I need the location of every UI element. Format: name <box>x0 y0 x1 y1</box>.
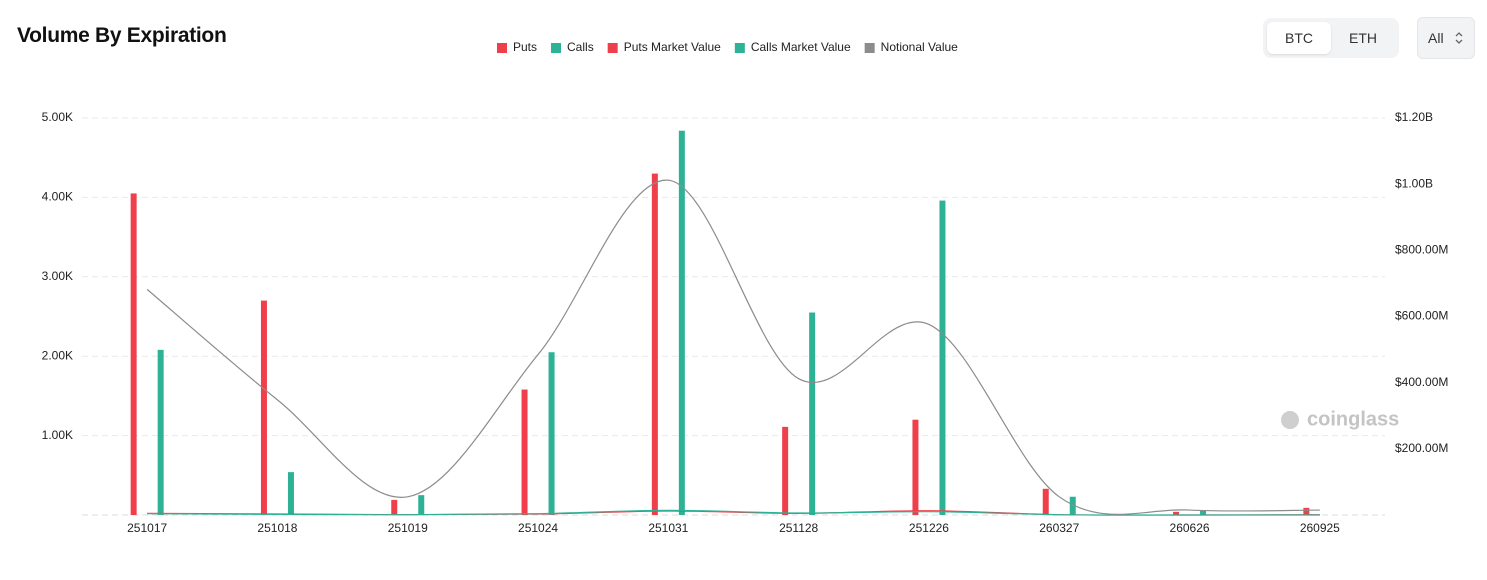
legend-swatch <box>551 43 562 53</box>
legend-label: Notional Value <box>881 40 958 54</box>
y2-tick-label: $200.00M <box>1395 441 1448 455</box>
bar <box>548 352 555 515</box>
bar <box>157 349 164 515</box>
watermark: coinglass <box>1307 408 1399 430</box>
legend-swatch <box>607 43 618 53</box>
y2-tick-label: $1.20B <box>1395 110 1433 124</box>
x-tick-label: 251019 <box>388 521 428 535</box>
bar <box>912 419 919 515</box>
legend-label: Calls Market Value <box>751 40 851 54</box>
line <box>146 179 1320 515</box>
legend-swatch <box>864 43 875 53</box>
toggle-option[interactable]: ETH <box>1349 30 1377 46</box>
y2-tick-label: $1.00B <box>1395 176 1433 190</box>
legend-swatch <box>734 43 745 53</box>
y2-tick-label: $400.00M <box>1395 375 1448 389</box>
bar <box>130 193 137 515</box>
y-tick-label: 2.00K <box>42 348 73 362</box>
bar <box>260 300 267 515</box>
y-tick-label: 5.00K <box>42 110 73 124</box>
bar <box>1042 488 1049 515</box>
bar <box>939 200 946 516</box>
x-tick-label: 251024 <box>518 521 558 535</box>
y-tick-label: 3.00K <box>42 269 73 283</box>
dropdown[interactable]: All <box>1417 17 1475 59</box>
x-tick-label: 251031 <box>648 521 688 535</box>
watermark-logo <box>1281 411 1299 429</box>
x-tick-label: 260626 <box>1170 521 1210 535</box>
x-tick-label: 251018 <box>257 521 297 535</box>
line <box>147 509 1320 516</box>
bar <box>782 426 789 515</box>
x-tick-label: 251226 <box>909 521 949 535</box>
bar <box>1173 511 1180 515</box>
chart: 1.00K 2.00K 3.00K 4.00K 5.00K $200.00M $400.00… <box>42 40 1449 535</box>
bar <box>391 499 398 515</box>
legend-label: Calls <box>567 40 594 54</box>
y-tick-label: 1.00K <box>42 428 73 442</box>
y-tick-label: 4.00K <box>42 190 73 204</box>
bar <box>678 130 685 515</box>
dropdown-icon <box>1455 32 1463 44</box>
bar <box>287 472 294 515</box>
x-tick-label: 260925 <box>1300 521 1340 535</box>
x-tick-label: 260327 <box>1039 521 1079 535</box>
bar <box>809 312 816 515</box>
bar <box>651 173 658 515</box>
x-tick-label: 251128 <box>779 521 818 535</box>
bar <box>521 389 528 515</box>
dropdown-label: All <box>1428 30 1444 46</box>
legend-swatch <box>497 43 507 53</box>
toggle-option[interactable]: BTC <box>1267 22 1331 54</box>
title: Volume By Expiration <box>17 24 227 47</box>
legend-label: Puts <box>513 40 537 54</box>
x-tick-label: 251017 <box>127 521 167 535</box>
bar <box>1069 496 1076 515</box>
y2-tick-label: $800.00M <box>1395 243 1448 257</box>
bar <box>1200 510 1207 515</box>
bar <box>1303 507 1310 515</box>
y2-tick-label: $600.00M <box>1395 309 1448 323</box>
currency-toggle: BTC ETH <box>1263 18 1399 58</box>
bar <box>418 495 425 515</box>
legend-label: Puts Market Value <box>624 40 721 54</box>
